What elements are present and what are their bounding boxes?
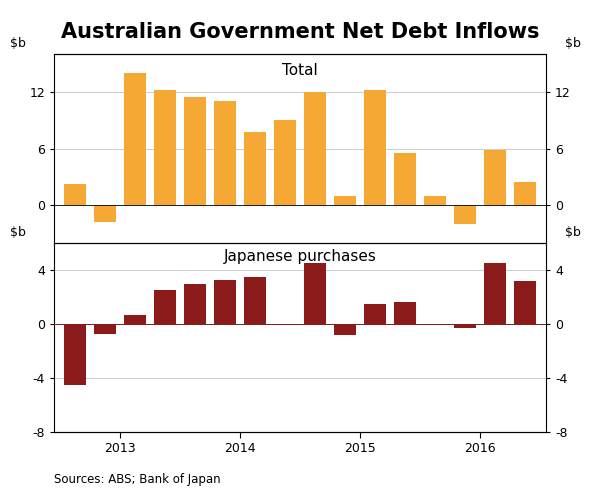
Bar bbox=[94, 205, 116, 222]
Text: Sources: ABS; Bank of Japan: Sources: ABS; Bank of Japan bbox=[54, 473, 221, 486]
Bar bbox=[514, 281, 536, 324]
Bar bbox=[454, 324, 476, 328]
Text: Japanese purchases: Japanese purchases bbox=[224, 249, 376, 264]
Bar bbox=[364, 304, 386, 324]
Bar bbox=[514, 182, 536, 205]
Bar bbox=[424, 324, 446, 326]
Bar bbox=[184, 284, 206, 324]
Text: $b: $b bbox=[10, 226, 26, 239]
Bar bbox=[124, 315, 146, 324]
Bar bbox=[274, 324, 296, 326]
Bar bbox=[214, 279, 236, 324]
Bar bbox=[94, 324, 116, 333]
Bar bbox=[274, 120, 296, 205]
Bar bbox=[394, 153, 416, 205]
Bar bbox=[154, 90, 176, 205]
Text: $b: $b bbox=[10, 37, 26, 50]
Bar bbox=[484, 150, 506, 205]
Text: $b: $b bbox=[565, 226, 580, 239]
Bar bbox=[124, 73, 146, 205]
Bar bbox=[244, 277, 266, 324]
Bar bbox=[334, 324, 356, 335]
Text: Total: Total bbox=[282, 63, 318, 79]
Bar bbox=[364, 90, 386, 205]
Bar bbox=[334, 196, 356, 205]
Bar bbox=[244, 132, 266, 205]
Bar bbox=[454, 205, 476, 224]
Bar bbox=[214, 101, 236, 205]
Bar bbox=[154, 290, 176, 324]
Bar bbox=[424, 196, 446, 205]
Bar bbox=[184, 97, 206, 205]
Bar bbox=[304, 263, 326, 324]
Bar bbox=[484, 263, 506, 324]
Bar bbox=[394, 302, 416, 324]
Bar bbox=[64, 324, 86, 385]
Text: $b: $b bbox=[565, 37, 580, 50]
Bar bbox=[304, 92, 326, 205]
Bar bbox=[64, 185, 86, 205]
Text: Australian Government Net Debt Inflows: Australian Government Net Debt Inflows bbox=[61, 22, 539, 42]
